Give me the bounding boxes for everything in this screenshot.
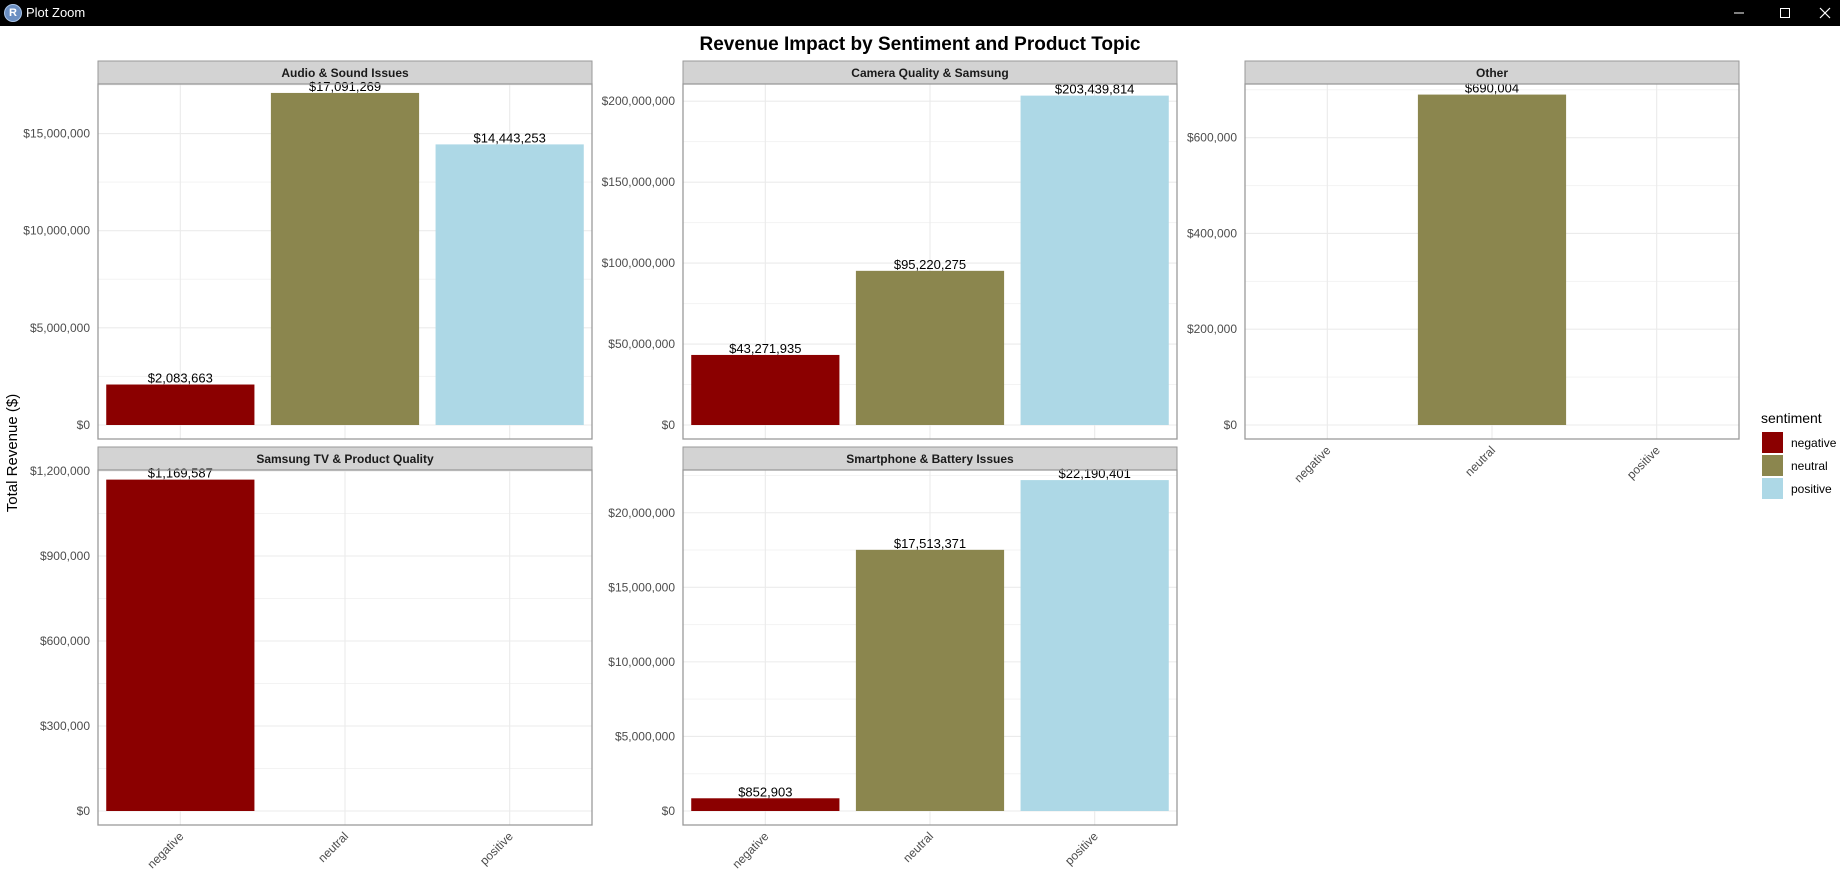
minimize-icon bbox=[1734, 12, 1744, 14]
y-tick-label: $100,000,000 bbox=[602, 256, 676, 270]
bar-negative bbox=[691, 354, 840, 425]
y-axis-label: Total Revenue ($) bbox=[4, 394, 21, 512]
y-tick-label: $5,000,000 bbox=[30, 321, 90, 335]
bar-value-label: $690,004 bbox=[1465, 81, 1519, 96]
y-tick-label: $15,000,000 bbox=[608, 580, 675, 594]
window-title: Plot Zoom bbox=[26, 5, 86, 20]
y-tick-label: $200,000,000 bbox=[602, 94, 676, 108]
facet-panel: Camera Quality & Samsung $0 $50,000,000 $10… bbox=[602, 60, 1178, 440]
facet-strip-label: Audio & Sound Issues bbox=[281, 66, 409, 80]
y-tick-label: $900,000 bbox=[40, 549, 90, 563]
y-tick-label: $0 bbox=[662, 418, 676, 432]
legend-key-neutral bbox=[1762, 455, 1783, 476]
y-tick-label: $200,000 bbox=[1187, 322, 1237, 336]
facet-strip-label: Other bbox=[1476, 66, 1508, 80]
bar-neutral bbox=[270, 92, 420, 425]
bar-value-label: $852,903 bbox=[738, 784, 792, 799]
legend-key-negative bbox=[1762, 432, 1783, 453]
plot-area: Revenue Impact by Sentiment and Product … bbox=[0, 26, 1840, 880]
facet-border bbox=[682, 469, 1178, 826]
bar-negative bbox=[106, 384, 255, 425]
bar-value-label: $17,513,371 bbox=[894, 536, 966, 551]
y-tick-label: $600,000 bbox=[40, 634, 90, 648]
y-tick-label: $300,000 bbox=[40, 719, 90, 733]
legend-label: negative bbox=[1791, 436, 1837, 450]
maximize-button[interactable] bbox=[1762, 0, 1808, 26]
y-tick-label: $1,200,000 bbox=[30, 464, 90, 478]
y-tick-label: $0 bbox=[1224, 418, 1238, 432]
facet-panel: Audio & Sound Issues $0 $5,000,000 $10,000,… bbox=[23, 60, 593, 440]
y-tick-label: $5,000,000 bbox=[615, 729, 675, 743]
facet-strip-label: Camera Quality & Samsung bbox=[851, 66, 1008, 80]
bar-value-label: $95,220,275 bbox=[894, 257, 966, 272]
bar-positive bbox=[1020, 95, 1169, 426]
legend-title: sentiment bbox=[1761, 410, 1822, 426]
chart-title: Revenue Impact by Sentiment and Product … bbox=[700, 34, 1141, 55]
bar-negative bbox=[106, 479, 255, 811]
y-tick-label: $10,000,000 bbox=[23, 224, 90, 238]
y-tick-label: $150,000,000 bbox=[602, 175, 676, 189]
window-titlebar: R Plot Zoom bbox=[0, 0, 1840, 26]
bar-negative bbox=[691, 798, 840, 811]
close-icon bbox=[1819, 7, 1831, 19]
bar-neutral bbox=[855, 270, 1005, 425]
maximize-icon bbox=[1780, 8, 1790, 18]
x-tick-label: negative bbox=[144, 829, 186, 871]
facet-strip-label: Smartphone & Battery Issues bbox=[846, 452, 1014, 466]
bar-value-label: $203,439,814 bbox=[1055, 82, 1135, 97]
bar-neutral bbox=[855, 549, 1005, 811]
faceted-bar-chart: Revenue Impact by Sentiment and Product … bbox=[4, 34, 1837, 871]
close-button[interactable] bbox=[1802, 0, 1840, 26]
bar-value-label: $17,091,269 bbox=[309, 79, 381, 94]
facet-strip-label: Samsung TV & Product Quality bbox=[256, 452, 434, 466]
x-tick-label: positive bbox=[1062, 829, 1101, 868]
legend-label: positive bbox=[1791, 482, 1832, 496]
y-tick-label: $600,000 bbox=[1187, 131, 1237, 145]
facet-panel: Other $0 $200,000 $400,000 $600,000 $690,004 n… bbox=[1187, 60, 1740, 485]
x-tick-label: neutral bbox=[1462, 443, 1498, 479]
x-tick-label: neutral bbox=[900, 829, 936, 865]
minimize-button[interactable] bbox=[1716, 0, 1762, 26]
bar-value-label: $14,443,253 bbox=[474, 130, 546, 145]
facet-border bbox=[97, 469, 593, 826]
bar-value-label: $22,190,401 bbox=[1059, 466, 1131, 481]
facet-panel: Samsung TV & Product Quality $0 $300,000 $6… bbox=[30, 446, 593, 871]
y-tick-label: $0 bbox=[77, 418, 91, 432]
legend-label: neutral bbox=[1791, 459, 1828, 473]
y-tick-label: $20,000,000 bbox=[608, 506, 675, 520]
bar-positive bbox=[435, 144, 584, 425]
y-tick-label: $10,000,000 bbox=[608, 655, 675, 669]
facet-border bbox=[97, 83, 593, 440]
x-tick-label: neutral bbox=[315, 829, 351, 865]
bar-value-label: $2,083,663 bbox=[148, 371, 213, 386]
legend-key-positive bbox=[1762, 478, 1783, 499]
y-tick-label: $15,000,000 bbox=[23, 127, 90, 141]
x-tick-label: negative bbox=[729, 829, 771, 871]
bar-value-label: $1,169,587 bbox=[148, 466, 213, 481]
y-tick-label: $0 bbox=[662, 804, 676, 818]
x-tick-label: negative bbox=[1291, 443, 1333, 485]
bar-value-label: $43,271,935 bbox=[729, 341, 801, 356]
facet-border bbox=[1244, 83, 1740, 440]
bar-positive bbox=[1020, 480, 1169, 811]
r-app-icon: R bbox=[4, 4, 22, 22]
y-tick-label: $50,000,000 bbox=[608, 337, 675, 351]
facet-panel: Smartphone & Battery Issues $0 $5,000,000 $… bbox=[608, 446, 1178, 871]
y-tick-label: $0 bbox=[77, 804, 91, 818]
x-tick-label: positive bbox=[477, 829, 516, 868]
y-tick-label: $400,000 bbox=[1187, 226, 1237, 240]
facet-border bbox=[682, 83, 1178, 440]
x-tick-label: positive bbox=[1624, 443, 1663, 482]
bar-neutral bbox=[1417, 94, 1567, 425]
legend: sentiment negative neutral positive bbox=[1761, 410, 1837, 499]
